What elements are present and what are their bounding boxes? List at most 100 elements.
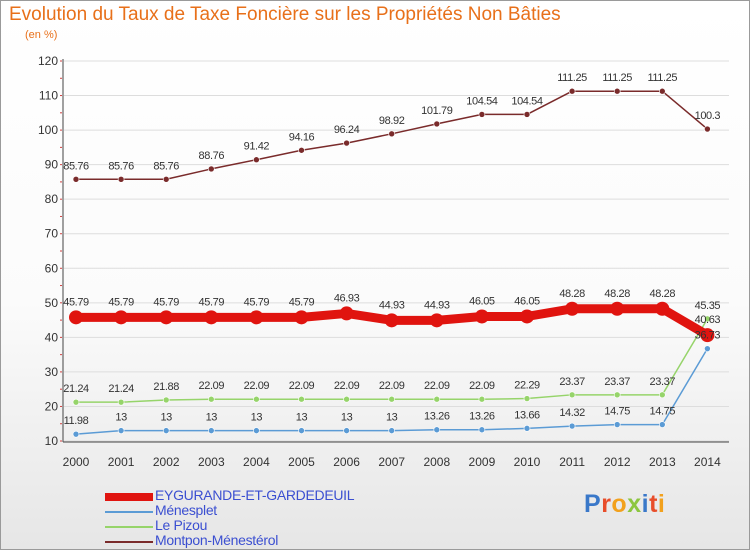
- line-chart: 10 20 30 40 50 60 70 80 90 100 110 120 2000 2001 2002 2…: [38, 54, 729, 469]
- x-tick-label: 2012: [604, 455, 631, 469]
- data-label: 11.98: [64, 415, 89, 427]
- x-tick-label: 2008: [423, 455, 450, 469]
- logo-letter: i: [657, 490, 666, 518]
- data-label: 45.79: [153, 296, 179, 308]
- x-tick-label: 2006: [333, 455, 360, 469]
- data-label: 23.37: [650, 376, 676, 388]
- legend-item: Le Pizou: [105, 517, 405, 534]
- legend-label: Montpon-Ménestérol: [155, 532, 278, 548]
- x-tick-label: 2010: [514, 455, 541, 469]
- data-label: 111.25: [647, 72, 677, 84]
- y-tick-label: 10: [45, 434, 59, 448]
- data-point: [114, 310, 129, 325]
- data-point: [388, 130, 396, 138]
- data-label: 21.24: [63, 383, 89, 395]
- data-point: [523, 111, 531, 118]
- data-point: [117, 175, 125, 183]
- data-label: 22.09: [199, 380, 225, 392]
- legend-swatch: [105, 493, 153, 501]
- data-label: 85.76: [153, 160, 179, 172]
- data-point: [658, 87, 666, 95]
- x-tick-label: 2004: [243, 455, 270, 469]
- data-label: 45.79: [244, 296, 270, 308]
- data-point: [208, 427, 215, 434]
- y-tick-label: 40: [45, 330, 59, 344]
- chart-title: Evolution du Taux de Taxe Foncière sur l…: [9, 4, 561, 25]
- data-point: [339, 306, 354, 321]
- data-point: [429, 313, 444, 328]
- data-label: 100.3: [695, 110, 721, 122]
- data-point: [704, 125, 711, 133]
- logo-letter: r: [601, 490, 612, 518]
- y-tick-label: 30: [45, 365, 59, 379]
- legend-label: Ménesplet: [155, 502, 217, 518]
- data-point: [72, 175, 80, 183]
- data-label: 13: [251, 412, 263, 424]
- logo-letter: x: [627, 490, 642, 518]
- data-label: 22.09: [424, 380, 450, 392]
- data-point: [478, 395, 486, 403]
- data-label: 46.93: [334, 292, 360, 304]
- data-label: 22.29: [514, 380, 540, 392]
- legend-label: EYGURANDE-ET-GARDEDEUIL: [155, 487, 355, 503]
- data-point: [298, 427, 305, 434]
- data-label: 46.05: [514, 295, 540, 307]
- data-point: [655, 301, 670, 316]
- data-point: [298, 395, 305, 403]
- data-point: [294, 310, 309, 325]
- data-label: 13: [206, 412, 218, 424]
- data-point: [658, 421, 666, 428]
- data-point: [388, 427, 396, 434]
- data-point: [520, 309, 534, 324]
- data-label: 23.37: [604, 376, 630, 388]
- x-tick-label: 2002: [153, 455, 180, 469]
- data-label: 48.28: [604, 288, 630, 300]
- y-tick-label: 80: [45, 192, 59, 206]
- data-point: [704, 315, 711, 323]
- logo-letter: o: [611, 490, 628, 518]
- data-label: 22.09: [469, 380, 495, 392]
- data-label: 45.79: [289, 296, 315, 308]
- data-label: 14.75: [650, 406, 676, 418]
- data-point: [658, 391, 666, 399]
- x-tick-label: 2011: [559, 455, 585, 469]
- data-label: 91.42: [244, 141, 270, 153]
- data-label: 14.75: [604, 406, 630, 418]
- y-tick-label: 100: [38, 123, 58, 137]
- data-label: 21.24: [108, 383, 134, 395]
- data-label: 13: [160, 412, 172, 424]
- data-label: 96.24: [334, 124, 360, 136]
- data-point: [69, 310, 83, 325]
- data-point: [253, 395, 260, 403]
- data-point: [433, 120, 441, 128]
- data-label: 36.73: [695, 330, 721, 342]
- y-tick-label: 50: [45, 296, 59, 310]
- data-point: [613, 421, 621, 428]
- data-point: [610, 301, 625, 316]
- data-label: 13: [296, 412, 308, 424]
- data-point: [700, 328, 715, 343]
- data-label: 22.09: [289, 380, 315, 392]
- data-point: [474, 309, 489, 324]
- data-label: 14.32: [559, 407, 585, 419]
- data-label: 111.25: [602, 72, 632, 84]
- data-point: [117, 427, 125, 434]
- data-point: [343, 139, 350, 147]
- data-label: 101.79: [421, 105, 453, 117]
- data-point: [478, 111, 486, 118]
- legend-item: Montpon-Ménestérol: [105, 532, 405, 549]
- data-label: 104.54: [466, 95, 498, 107]
- data-point: [568, 391, 576, 399]
- data-label: 21.88: [153, 381, 179, 393]
- chart-subtitle: (en %): [25, 29, 58, 41]
- logo-letter: P: [584, 490, 602, 518]
- legend: EYGURANDE-ET-GARDEDEUIL Ménesplet Le Pizou…: [105, 487, 405, 549]
- data-point: [568, 87, 576, 95]
- data-label: 94.16: [289, 131, 315, 143]
- data-label: 13: [386, 412, 398, 424]
- data-label: 23.37: [559, 376, 585, 388]
- y-tick-label: 90: [45, 158, 59, 172]
- legend-swatch: [105, 511, 153, 513]
- data-label: 111.25: [557, 72, 587, 84]
